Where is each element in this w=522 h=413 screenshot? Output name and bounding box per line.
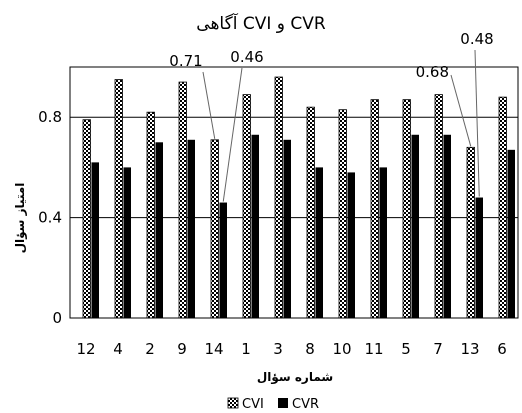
gridlines (69, 66, 519, 319)
bar-cvr-q2 (155, 142, 163, 318)
bar-cvi-q11 (370, 99, 379, 319)
bar-cvi-q14 (210, 139, 219, 319)
bar-cvr-q11 (379, 167, 387, 318)
x-tick-label-q6: 6 (497, 340, 507, 358)
bar-cvr-q8 (315, 167, 323, 318)
bar-cvr-q13 (475, 197, 483, 318)
x-tick-label-q13: 13 (460, 340, 479, 358)
x-tick-label-q5: 5 (401, 340, 411, 358)
x-tick-label-q11: 11 (364, 340, 383, 358)
bar-cvi-q12 (82, 119, 91, 319)
x-tick-label-q10: 10 (332, 340, 351, 358)
y-tick-label-0: 0 (52, 309, 62, 327)
legend-label-cvi: CVI (242, 397, 264, 412)
legend: CVI CVR (227, 397, 319, 412)
bar-cvi-q10 (338, 109, 347, 319)
bar-cvi-q6 (498, 96, 507, 319)
y-tick-label-1: 0.4 (38, 209, 62, 227)
x-tick-label-q14: 14 (204, 340, 223, 358)
chart-title: CVR و CVI آگاهی (196, 12, 326, 34)
bar-cvi-q9 (178, 81, 187, 319)
annotation-label-2: 0.68 (416, 63, 449, 81)
annotation-leader-1 (222, 67, 243, 202)
x-tick-label-q9: 9 (177, 340, 187, 358)
bar-cvr-q10 (347, 172, 355, 318)
bar-cvi-q1 (242, 94, 251, 319)
annotations: 0.71 0.46 0.68 0.48 (169, 30, 494, 202)
bar-cvr-q7 (443, 134, 451, 318)
legend-label-cvr: CVR (292, 397, 319, 412)
y-axis-label: امتیاز سؤال (13, 183, 28, 254)
legend-swatch-cvi (227, 397, 239, 409)
x-tick-label-q4: 4 (113, 340, 123, 358)
x-tick-label-q2: 2 (145, 340, 155, 358)
y-ticks: 0 0.4 0.8 (38, 108, 62, 327)
x-tick-label-q3: 3 (273, 340, 283, 358)
bar-cvr-q5 (411, 134, 419, 318)
x-tick-label-q12: 12 (76, 340, 95, 358)
legend-swatch-cvr (278, 398, 288, 408)
bar-cvr-q4 (123, 167, 131, 318)
x-tick-label-q1: 1 (241, 340, 251, 358)
bar-cvi-q5 (402, 99, 411, 319)
bar-cvi-q13 (466, 146, 475, 319)
plot-frame (69, 66, 519, 319)
bar-cvr-q6 (507, 149, 515, 318)
x-tick-label-q8: 8 (305, 340, 315, 358)
bar-cvr-q3 (283, 139, 291, 318)
bar-cvr-q14 (219, 202, 227, 318)
bar-cvr-q1 (251, 134, 259, 318)
bar-cvr-q12 (91, 162, 99, 318)
annotation-label-3: 0.48 (460, 30, 493, 48)
x-tick-label-q7: 7 (433, 340, 443, 358)
bar-cvi-q2 (146, 111, 155, 319)
annotation-leader-2 (450, 74, 472, 147)
x-ticks: 12 4 2 9 14 1 3 8 10 11 5 7 13 6 (76, 340, 506, 358)
bar-cvi-q3 (274, 76, 283, 319)
y-tick-label-2: 0.8 (38, 108, 62, 126)
bar-cvi-q4 (114, 79, 123, 319)
bar-cvr-q9 (187, 139, 195, 318)
x-axis-label: شماره سؤال (257, 370, 333, 385)
bars (82, 76, 515, 319)
annotation-leader-0 (202, 71, 216, 139)
bar-cvi-q8 (306, 106, 315, 319)
annotation-leader-3 (474, 49, 480, 197)
bar-cvi-q7 (434, 94, 443, 319)
annotation-label-1: 0.46 (230, 48, 263, 66)
annotation-label-0: 0.71 (169, 52, 202, 70)
